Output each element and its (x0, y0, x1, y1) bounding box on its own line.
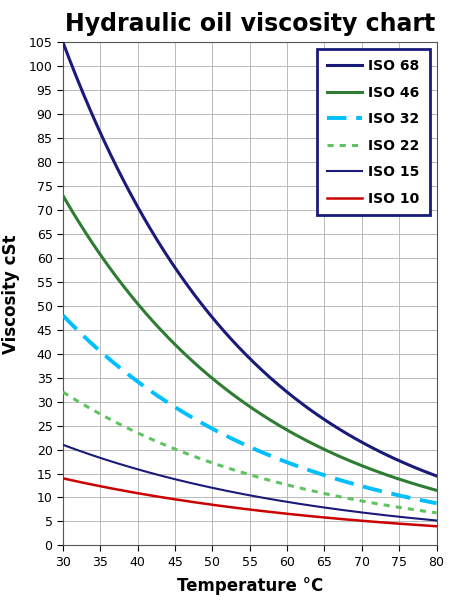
ISO 32 (425, 498, 430, 505)
ISO 68 (434, 472, 439, 479)
ISO 46 (434, 487, 439, 494)
ISO 46 (283, 425, 288, 433)
ISO 22 (425, 508, 430, 515)
ISO 46 (425, 484, 430, 491)
ISO 46 (238, 396, 243, 404)
ISO 32 (434, 499, 439, 507)
ISO 10 (425, 522, 430, 529)
ISO 15 (283, 498, 288, 505)
ISO 10 (434, 522, 439, 530)
ISO 10 (240, 505, 245, 512)
ISO 22 (283, 481, 288, 488)
Line: ISO 15: ISO 15 (63, 445, 436, 521)
Line: ISO 68: ISO 68 (63, 42, 436, 476)
ISO 32 (240, 440, 245, 447)
ISO 32 (366, 485, 372, 492)
Legend: ISO 68, ISO 46, ISO 32, ISO 22, ISO 15, ISO 10: ISO 68, ISO 46, ISO 32, ISO 22, ISO 15, … (317, 49, 430, 215)
Title: Hydraulic oil viscosity chart: Hydraulic oil viscosity chart (65, 12, 435, 36)
ISO 15 (262, 494, 268, 502)
ISO 10 (60, 474, 66, 482)
ISO 22 (240, 469, 245, 476)
Line: ISO 32: ISO 32 (63, 316, 436, 503)
ISO 15 (434, 517, 439, 524)
ISO 32 (283, 458, 288, 465)
ISO 22 (366, 499, 372, 506)
ISO 15 (366, 510, 372, 517)
ISO 15 (238, 490, 243, 497)
ISO 68 (60, 39, 66, 46)
ISO 15 (425, 516, 430, 523)
ISO 10 (283, 510, 288, 517)
ISO 46 (60, 192, 66, 199)
Line: ISO 46: ISO 46 (63, 196, 436, 490)
ISO 15 (240, 490, 245, 498)
ISO 32 (60, 312, 66, 319)
ISO 46 (366, 465, 372, 472)
ISO 10 (262, 508, 268, 515)
ISO 68 (238, 345, 243, 353)
ISO 46 (240, 398, 245, 405)
ISO 68 (425, 469, 430, 476)
ISO 68 (366, 442, 372, 450)
ISO 22 (60, 388, 66, 396)
ISO 32 (238, 439, 243, 446)
ISO 10 (366, 518, 372, 525)
ISO 46 (262, 413, 268, 421)
ISO 68 (240, 348, 245, 355)
ISO 32 (262, 450, 268, 457)
ISO 68 (283, 387, 288, 395)
ISO 22 (434, 509, 439, 516)
ISO 68 (262, 370, 268, 377)
Line: ISO 10: ISO 10 (63, 478, 436, 526)
ISO 22 (262, 476, 268, 483)
Line: ISO 22: ISO 22 (63, 392, 436, 513)
Y-axis label: Viscosity cSt: Viscosity cSt (2, 234, 20, 354)
ISO 22 (238, 468, 243, 476)
ISO 15 (60, 441, 66, 448)
X-axis label: Temperature °C: Temperature °C (176, 577, 323, 595)
ISO 10 (238, 505, 243, 512)
